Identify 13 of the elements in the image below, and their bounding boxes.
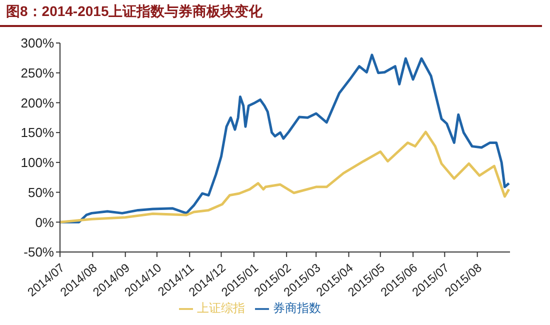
y-tick-label: 250% [20, 65, 54, 80]
line-series [60, 54, 510, 224]
y-tick-label: 100% [20, 155, 54, 170]
y-tick-label: 150% [20, 125, 54, 140]
y-tick-label: -50% [24, 244, 54, 260]
line-series [60, 130, 510, 224]
y-tick-label: 0% [35, 214, 54, 230]
y-tick-label: 200% [20, 95, 54, 110]
y-tick-label: 300% [20, 36, 54, 51]
legend-label: 上证综指 [197, 301, 245, 315]
legend-label: 券商指数 [273, 301, 321, 315]
chart-title: 图8：2014-2015上证指数与券商板块变化 [0, 0, 542, 27]
y-tick-label: 50% [28, 184, 54, 200]
